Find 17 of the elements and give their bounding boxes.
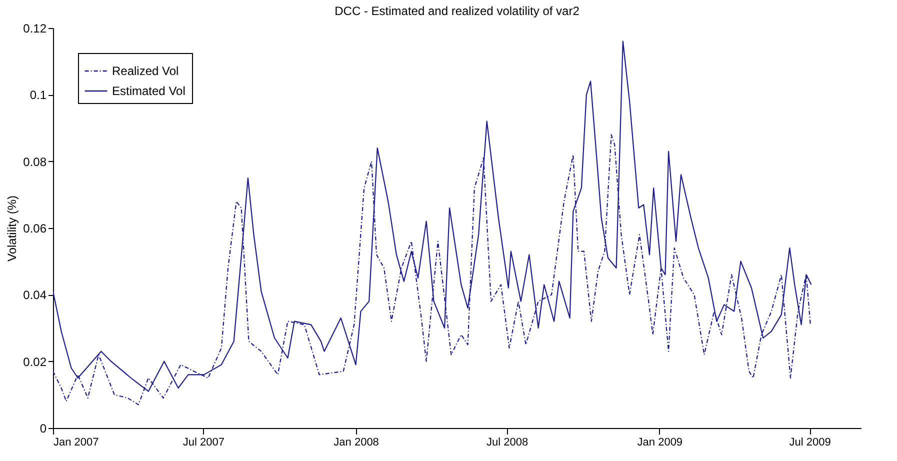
x-tick-label: Jul 2007 (182, 436, 224, 448)
y-tick-label: 0.04 (23, 288, 47, 302)
y-axis-title: Volatility (%) (5, 195, 20, 262)
y-tick-label: 0.08 (23, 154, 47, 169)
y-tick-label: 0.1 (30, 88, 47, 102)
x-tick-label: Jul 2008 (486, 436, 528, 448)
x-tick-label: Jan 2007 (54, 436, 99, 448)
y-tick-label: 0.12 (23, 22, 47, 36)
x-tick-label: Jan 2008 (334, 436, 379, 448)
y-tick-label: 0.06 (23, 222, 47, 236)
x-tick-label: Jan 2009 (637, 436, 683, 448)
x-tick-label: Jul 2009 (789, 436, 831, 448)
legend-label: Realized Vol (112, 64, 179, 78)
y-tick-label: 0 (40, 422, 47, 436)
chart-title: DCC - Estimated and realized volatility of var2 (334, 4, 580, 18)
legend-label: Estimated Vol (112, 84, 186, 98)
y-tick-label: 0.02 (23, 354, 47, 369)
